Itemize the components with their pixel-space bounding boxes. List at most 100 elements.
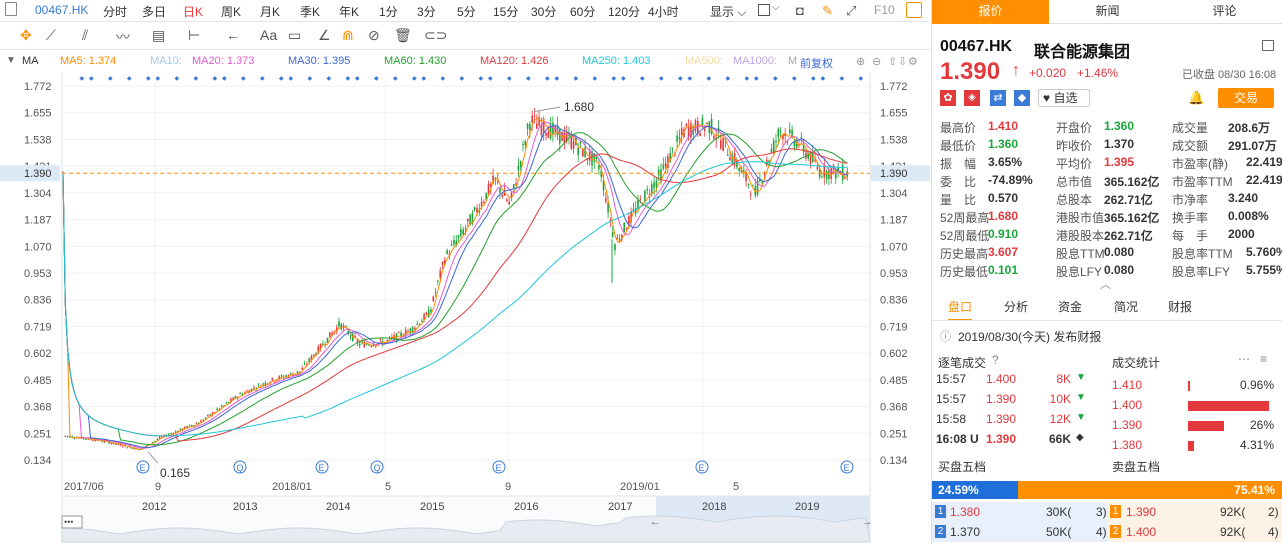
nav-year-2: 2014 xyxy=(326,501,350,513)
nav-right-arrow-icon[interactable]: → xyxy=(862,517,872,528)
trade-button[interactable]: 交易 xyxy=(1218,88,1274,108)
ma-item-9[interactable]: M xyxy=(788,55,798,67)
adjust-dropdown[interactable]: 前复权 xyxy=(800,58,833,70)
event-marker-3[interactable] xyxy=(370,460,384,474)
channel-tool-icon[interactable]: ⫽ xyxy=(82,27,89,43)
quote-tab-1[interactable]: 新闻 xyxy=(1049,0,1166,24)
more-icon[interactable]: ⋯ xyxy=(1238,352,1250,366)
pencil-tool-icon[interactable]: ∠ xyxy=(318,27,331,43)
nav-handle-icon[interactable] xyxy=(61,515,83,529)
fib-tool-icon[interactable]: ▤ xyxy=(152,27,166,43)
sub-tab-1[interactable]: 分析 xyxy=(1004,300,1029,314)
quote-tab-0[interactable]: 报价 xyxy=(932,0,1049,24)
text-tool-icon[interactable]: Aa xyxy=(260,27,278,43)
hide-drawings-icon[interactable]: ⊘ xyxy=(368,27,380,43)
candle-body xyxy=(103,440,106,442)
event-marker-2[interactable] xyxy=(315,460,329,474)
event-marker-5[interactable] xyxy=(695,460,709,474)
event-marker-6[interactable] xyxy=(840,460,854,474)
add-icon[interactable]: ⊕ xyxy=(856,56,866,68)
period-tab-3[interactable]: 周K xyxy=(221,5,242,19)
expand-icon[interactable]: ︿ xyxy=(1100,279,1111,291)
display-dropdown[interactable]: 显示 ⌵ xyxy=(710,5,747,19)
magnet-icon[interactable]: ⋒ xyxy=(342,27,354,43)
measure-tool-icon[interactable]: ⊢ xyxy=(188,27,201,43)
stat-label: 股息TTM xyxy=(1056,247,1105,261)
candle-body xyxy=(789,129,791,133)
fullscreen-icon[interactable]: ⤢ xyxy=(846,3,857,18)
quote-tab-2[interactable]: 评论 xyxy=(1166,0,1282,24)
period-tab-9[interactable]: 5分 xyxy=(457,5,476,19)
nav-left-arrow-icon[interactable]: ← xyxy=(650,517,660,528)
period-tab-7[interactable]: 1分 xyxy=(379,5,398,19)
f10-button[interactable]: F10 xyxy=(874,3,895,17)
list-icon[interactable]: ≡ xyxy=(1260,352,1268,366)
link-icon[interactable]: ⊂⊃ xyxy=(424,27,448,43)
period-tab-11[interactable]: 30分 xyxy=(531,5,557,19)
period-tab-13[interactable]: 120分 xyxy=(608,5,641,19)
pen-icon[interactable]: ✎ xyxy=(822,3,833,18)
period-tab-8[interactable]: 3分 xyxy=(417,5,436,19)
ma-item-8[interactable]: MA1000: xyxy=(733,55,778,67)
bid-level: 2 xyxy=(935,525,946,538)
up-icon[interactable]: ⇧ xyxy=(888,56,898,68)
candle-body xyxy=(671,147,674,149)
ma-item-4[interactable]: MA60: 1.430 xyxy=(384,55,447,67)
help-icon[interactable]: ? xyxy=(992,353,999,367)
ma-item-6[interactable]: MA250: 1.403 xyxy=(582,55,651,67)
sidebar-toggle-icon[interactable] xyxy=(5,2,17,16)
crosshair-icon[interactable]: ✥ xyxy=(20,27,32,43)
ma-item-0[interactable]: MA5: 1.374 xyxy=(60,55,117,67)
range-navigator[interactable]: 2012 2013 2014 2015 2016 2017 2018 2019 xyxy=(61,495,871,543)
period-tab-6[interactable]: 年K xyxy=(339,5,360,19)
candle-body xyxy=(542,118,545,133)
shuffle-icon[interactable]: ⇄ xyxy=(990,90,1006,106)
wave-tool-icon[interactable]: 〰 xyxy=(116,29,130,45)
ma-item-3[interactable]: MA30: 1.395 xyxy=(288,55,351,67)
event-marker-4[interactable] xyxy=(492,460,506,474)
camera-icon[interactable]: ◘ xyxy=(796,3,804,18)
stat-label: 股息率TTM xyxy=(1172,247,1233,261)
event-marker-1[interactable] xyxy=(233,460,247,474)
panel-toggle-icon[interactable] xyxy=(906,2,922,18)
ma-item-5[interactable]: MA120: 1.426 xyxy=(480,55,549,67)
minimize-icon[interactable] xyxy=(1262,40,1274,51)
tag-icon[interactable]: ◆ xyxy=(1014,90,1030,106)
period-tab-1[interactable]: 多日 xyxy=(142,5,167,19)
ma-item-2[interactable]: MA20: 1.373 xyxy=(192,55,255,67)
bid-count: 4) xyxy=(1096,525,1107,539)
pin-icon[interactable]: ◈ xyxy=(964,90,980,106)
sub-tab-0[interactable]: 盘口 xyxy=(948,298,973,321)
bell-icon[interactable]: 🔔 xyxy=(1188,90,1205,105)
down-icon[interactable]: ⇩ xyxy=(898,56,908,68)
period-tab-2[interactable]: 日K xyxy=(183,5,204,19)
period-tab-4[interactable]: 月K xyxy=(260,5,281,19)
line-tool-icon[interactable]: ⟋ xyxy=(46,27,56,43)
stat-label: 市净率 xyxy=(1172,193,1209,207)
period-tab-5[interactable]: 季K xyxy=(300,5,321,19)
checkbox-icon[interactable] xyxy=(758,4,770,16)
period-tab-0[interactable]: 分时 xyxy=(103,5,128,19)
candle-body xyxy=(595,156,598,160)
sub-tab-4[interactable]: 财报 xyxy=(1168,300,1193,314)
minus-icon[interactable]: ⊖ xyxy=(872,56,882,68)
notice-text[interactable]: 2019/08/30(今天) 发布财报 xyxy=(958,330,1102,344)
trash-icon[interactable]: 🗑 xyxy=(394,27,412,43)
candle-body xyxy=(690,122,692,138)
watchlist-button[interactable]: ♥ 自选 xyxy=(1038,89,1090,107)
settings-icon[interactable]: ⚙ xyxy=(908,56,918,68)
period-tab-10[interactable]: 15分 xyxy=(493,5,519,19)
ma-item-7[interactable]: MA500: xyxy=(685,55,723,67)
period-tab-14[interactable]: 4小时 xyxy=(648,5,679,19)
ma-item-1[interactable]: MA10: xyxy=(150,55,182,67)
collapse-icon[interactable]: ▼ xyxy=(6,55,16,66)
kline-chart[interactable]: 1.7721.7721.6551.6551.5381.5381.4211.421… xyxy=(0,72,930,544)
arrow-tool-icon[interactable]: ← xyxy=(226,27,240,43)
sub-tab-3[interactable]: 简况 xyxy=(1114,300,1139,314)
ma-label: MA xyxy=(22,55,39,67)
sub-tab-2[interactable]: 资金 xyxy=(1058,300,1083,314)
comment-tool-icon[interactable]: ▭ xyxy=(288,27,302,43)
event-marker-0[interactable] xyxy=(136,460,150,474)
chevron-down-icon[interactable]: ⌵ xyxy=(772,2,780,13)
period-tab-12[interactable]: 60分 xyxy=(570,5,596,19)
